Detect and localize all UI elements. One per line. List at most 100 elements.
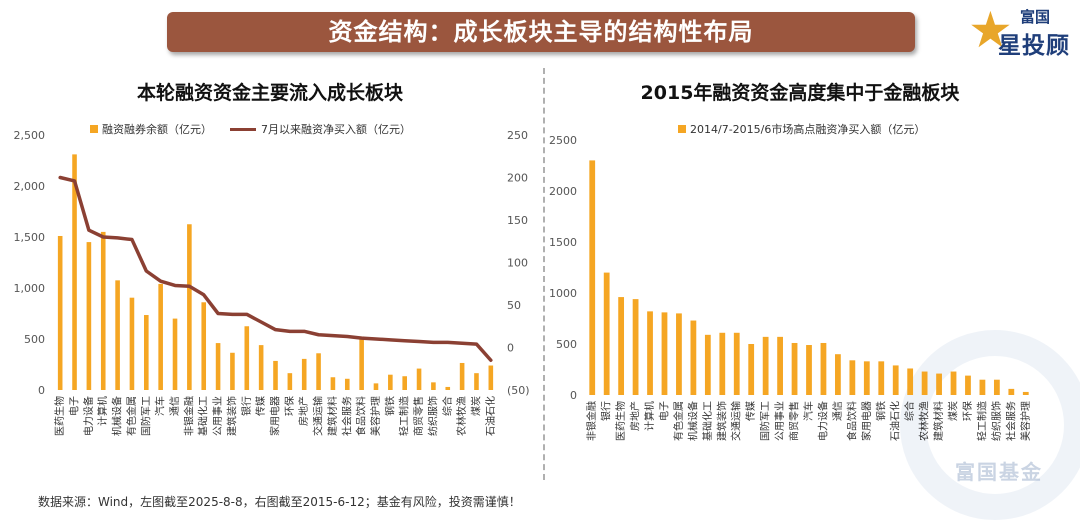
left-bar	[172, 318, 178, 390]
left-category-label: 综合	[441, 396, 454, 416]
right-legend: 2014/7-2015/6市场高点融资净买入额（亿元）	[678, 121, 925, 137]
right-category-label: 医药生物	[614, 401, 627, 441]
right-bar	[863, 361, 870, 395]
right-category-label: 煤炭	[947, 401, 960, 421]
legend-line-label: 7月以来融资净买入额（亿元）	[261, 123, 411, 136]
left-bar	[187, 224, 192, 390]
right-category-label: 农林牧渔	[918, 401, 931, 441]
right-bar	[733, 332, 740, 395]
right-bar	[791, 342, 798, 395]
left-bar	[72, 154, 77, 390]
right-chart-y-tick-label: 2000	[549, 185, 577, 198]
right-category-label: 综合	[903, 401, 916, 421]
left-bar	[129, 297, 135, 390]
right-bar	[820, 342, 827, 395]
right-bar	[936, 373, 942, 395]
right-chart-title: 2015年融资资金高度集中于金融板块	[640, 82, 960, 104]
right-bar	[993, 379, 1000, 395]
banner-title: 资金结构：成长板块主导的结构性布局	[167, 12, 915, 52]
right-category-label: 建筑材料	[932, 401, 945, 441]
left-category-label: 煤炭	[469, 396, 482, 416]
right-bar	[979, 379, 986, 395]
left-category-label: 轻工制造	[398, 396, 411, 436]
right-category-label: 石油石化	[889, 401, 902, 441]
left-category-label: 计算机	[96, 396, 109, 426]
right-category-label: 房地产	[629, 401, 642, 431]
left-category-label: 美容护理	[369, 396, 382, 436]
right-bar	[907, 368, 914, 395]
left-bar	[258, 345, 264, 390]
right-bar	[921, 371, 928, 395]
right-category-label: 纺织服饰	[990, 401, 1003, 441]
right-category-label: 通信	[832, 401, 844, 421]
right-bar	[589, 160, 596, 395]
logo-small-text: 富国	[1020, 8, 1051, 26]
right-category-label: 电子	[657, 401, 670, 421]
left-y-tick-label: 2,500	[14, 129, 46, 142]
left-y-tick-label: 500	[24, 333, 45, 346]
legend-bar-label: 融资融券余额（亿元）	[102, 123, 212, 136]
right-bar	[1022, 391, 1029, 395]
left-category-label: 钢铁	[383, 396, 396, 416]
left-category-label: 国防军工	[139, 396, 152, 436]
left-bar	[301, 358, 307, 390]
right-category-label: 建筑装饰	[715, 401, 728, 441]
right-category-label: 电力设备	[816, 401, 829, 441]
brand-logo: ★ 富国 星投顾	[968, 4, 1076, 59]
watermark-text: 富国基金	[955, 460, 1043, 484]
right-bar	[835, 354, 841, 395]
left-category-label: 银行	[240, 396, 253, 416]
left-bar	[431, 382, 436, 390]
left-bar	[359, 336, 364, 390]
left-bar	[416, 368, 422, 390]
left-legend: 融资融券余额（亿元） 7月以来融资净买入额（亿元）	[90, 121, 411, 137]
right-category-label: 交通运输	[730, 401, 743, 441]
left-y-tick-label: 1,000	[14, 282, 46, 295]
right-y-tick-label: 150	[507, 214, 528, 227]
left-category-label: 基础化工	[197, 396, 210, 436]
right-category-label: 基础化工	[701, 401, 714, 441]
left-category-label: 交通运输	[312, 396, 325, 436]
left-bar	[445, 386, 451, 390]
left-bar	[474, 373, 479, 390]
left-category-label: 家用电器	[269, 396, 282, 436]
right-bar	[719, 332, 726, 395]
right-bar	[632, 299, 639, 395]
left-category-label: 建筑装饰	[225, 396, 238, 436]
right-bar	[878, 361, 885, 395]
legend-line-swatch	[230, 127, 256, 131]
right-category-label: 非银金融	[585, 401, 598, 441]
right-y-tick-label: 200	[507, 172, 528, 185]
logo-big-text: 星投顾	[998, 33, 1070, 59]
chart-divider	[543, 68, 545, 480]
left-bar	[330, 377, 336, 390]
left-bar	[201, 302, 207, 390]
left-bar	[459, 362, 465, 390]
footer-note: 数据来源：Wind，左图截至2025-8-8，右图截至2015-6-12；基金有…	[38, 495, 521, 509]
left-bar	[344, 378, 350, 390]
right-category-label: 钢铁	[874, 401, 887, 421]
left-bar	[158, 283, 163, 390]
right-bar	[690, 320, 697, 395]
left-category-label: 通信	[169, 396, 181, 416]
left-bar	[215, 343, 221, 390]
left-category-label: 医药生物	[53, 396, 66, 436]
right-chart-y-tick-label: 2500	[549, 134, 577, 147]
right-category-label: 轻工制造	[975, 401, 988, 441]
right-category-label: 银行	[600, 401, 613, 421]
left-category-label: 传媒	[255, 396, 267, 416]
left-category-label: 电力设备	[82, 396, 95, 436]
right-chart-y-tick-label: 500	[556, 338, 577, 351]
left-category-label: 纺织服饰	[426, 396, 439, 436]
right-bar	[849, 360, 856, 395]
legend-bar-swatch	[90, 125, 98, 133]
legend-bar-label: 2014/7-2015/6市场高点融资净买入额（亿元）	[690, 123, 926, 136]
right-category-label: 计算机	[643, 401, 656, 431]
right-bar	[676, 313, 682, 395]
legend-bar-swatch	[678, 125, 686, 133]
right-category-label: 传媒	[745, 401, 757, 421]
left-category-label: 电子	[68, 396, 81, 416]
left-category-label: 房地产	[297, 396, 310, 426]
left-bar	[57, 235, 63, 390]
right-y-tick-label: (50)	[507, 384, 530, 397]
